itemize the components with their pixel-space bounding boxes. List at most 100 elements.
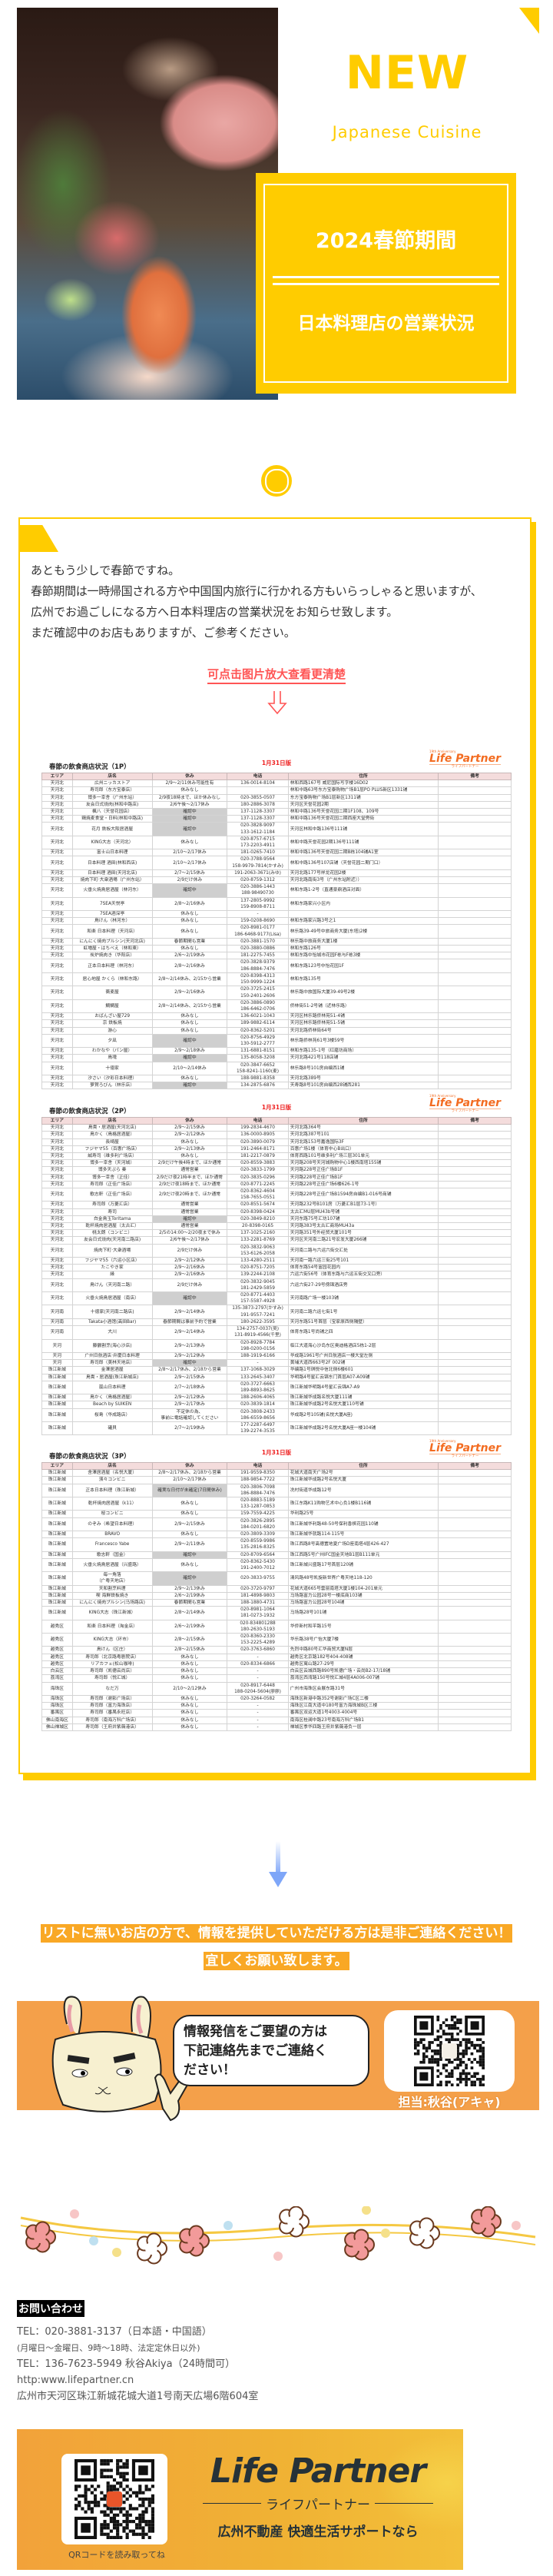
table-cell: 020-8362-4604 158-7655-0551 bbox=[227, 1188, 289, 1202]
table-cell: 休みなし bbox=[151, 945, 228, 953]
table-cell: 海珠区 bbox=[41, 1694, 73, 1703]
remarks-cell bbox=[438, 779, 512, 788]
table-cell: 火垂火焼鳥居酒屋（林河东） bbox=[71, 883, 153, 898]
table-cell: 珠江新城 bbox=[41, 1421, 73, 1436]
logo-anniversary: 19th Anniversary bbox=[429, 750, 456, 753]
table-cell: 珠江新城 bbox=[41, 1591, 73, 1600]
table-cell: 133-2281-8769 bbox=[227, 1236, 289, 1245]
remarks-cell bbox=[438, 1180, 512, 1189]
restaurant-status-table[interactable]: 春節の飲食商店状況（2P） 1月31日版 19th Anniversary Life … bbox=[38, 1094, 515, 1436]
remarks-cell bbox=[438, 1173, 512, 1182]
table-cell: 日本料理 酒田(林和西店) bbox=[71, 856, 153, 870]
column-header: 电话 bbox=[227, 1461, 289, 1471]
table-row: 珠江新城 乾杯焼肉居酒屋（k11） 休みなし 020-8883-5189 133-12… bbox=[41, 1497, 512, 1511]
table-cell: 佛山禅城区 bbox=[41, 1723, 73, 1731]
remarks-cell bbox=[438, 1660, 512, 1669]
cta-text: リストに無いお店の方で、情報を提供していただける方は是非ご連絡ください！ bbox=[40, 1924, 513, 1943]
table-cell: 137-1128-3307 bbox=[227, 815, 289, 823]
table-cell: 十徳家 bbox=[71, 1061, 153, 1075]
table-cell: 休みなし bbox=[151, 1019, 228, 1028]
table-row: 天河北 にんにく焼肉プルシン(天河北店) 春節期間も営業 020-3881-1570 林… bbox=[41, 937, 512, 946]
table-cell: 020-3835-0296 bbox=[227, 1173, 289, 1182]
remarks-cell bbox=[438, 883, 512, 898]
table-cell: 天河北 bbox=[41, 1138, 73, 1146]
intro-text: あともう少しで春節ですね。 春節期間は一時帰国される方や中国国内旅行に行かれる方… bbox=[31, 560, 526, 643]
restaurant-status-table[interactable]: 春節の飲食商店状況（1P） 1月31日版 19th Anniversary Life … bbox=[38, 750, 515, 1090]
table-row: 佛山南海区 寿司郎（南海万科广场店） 休みなし - 南海区桂澜中路23号南海万科广场B1 bbox=[41, 1716, 512, 1724]
table-cell: 珠江新城 bbox=[41, 1469, 73, 1477]
table-cell: 侨林街51-2号铺（近林乐路） bbox=[287, 999, 439, 1014]
column-header: 備考 bbox=[438, 1116, 512, 1125]
hero-title: NEW bbox=[345, 46, 469, 100]
column-header: 电话 bbox=[227, 1116, 289, 1125]
table-cell: 寿司郎（万菱汇店） bbox=[71, 1201, 153, 1209]
table-cell: 2/7～2/18休み bbox=[151, 1380, 228, 1395]
table-cell: 天寿路8号101房自编西28铺西281 bbox=[287, 1082, 439, 1090]
table-cell: 2/8～2/17休み、2/18から営業 bbox=[151, 1366, 228, 1374]
table-row: 天河北 萝賀ろびん（林乐店） 確認中 134-2875-6876 天寿路8号101房自编… bbox=[41, 1082, 512, 1090]
table-cell: 020-8751-7205 bbox=[227, 1264, 289, 1272]
table-cell: 虹増屋・はちべえ（林和東） bbox=[71, 945, 153, 953]
office-address: 広州市天河区珠江新城花城大道1号南天広場6階604室 bbox=[17, 2391, 259, 2402]
qr-code-icon bbox=[75, 2459, 154, 2539]
remarks-cell bbox=[438, 1236, 512, 1245]
table-row: 珠江新城 每一角落 （广粤天地店） 確認中 020-3833-9755 清风路48号凯旋… bbox=[41, 1571, 512, 1586]
table-cell: 131-6881-8151 bbox=[227, 1047, 289, 1055]
restaurant-status-table[interactable]: 春節の飲食商店状況（3P） 1月31日版 19th Anniversary Life … bbox=[38, 1439, 515, 1731]
table-cell: 海珠区 bbox=[41, 1681, 73, 1696]
table-cell: 020-3886-1443 188-98490730 bbox=[227, 883, 289, 898]
table-cell: 136-0014-8104 bbox=[227, 779, 289, 788]
table-cell: 天河路208号天河城购物中心1楼西南塔155铺 bbox=[287, 1159, 439, 1168]
table-cell: 越秀区 bbox=[41, 1619, 73, 1634]
edition-date: 1月31日版 bbox=[261, 760, 292, 766]
table-cell: 鳥けん（林河东） bbox=[71, 917, 153, 926]
banner-qr-code[interactable] bbox=[61, 2454, 167, 2544]
table-cell: 2/9だけ夜21時半まで、ほか通常 bbox=[151, 1173, 228, 1182]
remarks-cell bbox=[438, 1557, 512, 1573]
remarks-cell bbox=[438, 1537, 512, 1552]
table-cell: 珠江新城 bbox=[41, 1483, 73, 1498]
table-row: 珠江新城 のぞみ（希望日本料理） 2/9～2/15休み 020-3826-2895 1… bbox=[41, 1517, 512, 1532]
table-logo: 19th Anniversary Life Partner ライフパートナー bbox=[429, 1094, 501, 1114]
table-cell: 2/10～2/17休み bbox=[151, 1476, 228, 1484]
table-cell: 休みなし bbox=[151, 1138, 228, 1146]
remarks-cell bbox=[438, 1702, 512, 1710]
remarks-cell bbox=[438, 1531, 512, 1539]
table-cell: 休みなし bbox=[151, 1709, 228, 1717]
wechat-qr-code[interactable] bbox=[384, 2010, 515, 2092]
table-cell: 縁 bbox=[71, 1271, 153, 1279]
website-link[interactable]: http:www.lifepartner.cn bbox=[17, 2375, 134, 2386]
table-cell: 休みなし bbox=[151, 1531, 228, 1539]
table-cell: 荔湾区 bbox=[41, 1674, 73, 1683]
table-cell: 020-3833-9755 bbox=[227, 1571, 289, 1586]
table-cell: 天河北 bbox=[41, 896, 73, 912]
table-cell: 海珠区江南大道中180号富力海珠城B区三楼 bbox=[287, 1702, 439, 1710]
table-row: 珠江新城 Francesco Yabe 2/9～2/11休み 020-8559-998… bbox=[41, 1537, 512, 1552]
logo-name: Life Partner bbox=[429, 1442, 501, 1454]
table-cell: 华编路1号琪悦中信北侧6楼601 bbox=[287, 1366, 439, 1374]
table-cell: 不定休の為、 事前に電話確認してください bbox=[151, 1408, 228, 1422]
remarks-cell bbox=[438, 1325, 512, 1340]
speech-bubble: 情報発信をご要望の方は 下記連絡先までご連絡く ださい！ bbox=[173, 2015, 369, 2086]
cta-line: リストに無いお店の方で、情報を提供していただける方は是非ご連絡ください！ bbox=[0, 1922, 553, 1943]
table-cell: 濱々コンビニ bbox=[71, 1476, 153, 1484]
table-cell: 020-3833-1799 bbox=[227, 1166, 289, 1175]
table-row: 珠江新城 火垂火焼鳥居酒屋（兴盛路） 休みなし 020-8362-5430 191-2… bbox=[41, 1557, 512, 1573]
table-cell: 广州日航酒店·弁慶日本料理 bbox=[71, 1351, 153, 1361]
table-cell: 鳥けん（区庄） bbox=[71, 1646, 153, 1654]
table-cell: 焼肉下町·大衆酒場 bbox=[71, 1243, 153, 1258]
table-cell: 佛山南海区 bbox=[41, 1716, 73, 1724]
table-row: 天河北 富士山日本料理 2/10～2/17休み 181-0265-7410 林和中路13… bbox=[41, 849, 512, 857]
table-cell: 华成路2号105铺(名悦大厦A座) bbox=[287, 1408, 439, 1422]
table-title: 春節の飲食商店状況（2P） bbox=[49, 1108, 131, 1115]
table-cell: 天河 bbox=[41, 1359, 73, 1368]
table-cell: 139-2244-2108 bbox=[227, 1271, 289, 1279]
table-cell: 体育东路1号尚铺之四 bbox=[287, 1325, 439, 1340]
table-cell: 天河北 bbox=[41, 1173, 73, 1182]
table-cell: 2/8～2/14休み bbox=[151, 1606, 228, 1620]
remarks-cell bbox=[438, 800, 512, 809]
table-row: 天河北 蕎麦屋 2/9～2/16休み 020-3725-2415 150-2401-2… bbox=[41, 986, 512, 1000]
table-cell: 020-3832-9063 153-6126-2058 bbox=[227, 1243, 289, 1258]
arrow-down-outline-icon bbox=[267, 691, 287, 715]
table-cell: 歌志軒（国金） bbox=[71, 1551, 153, 1559]
